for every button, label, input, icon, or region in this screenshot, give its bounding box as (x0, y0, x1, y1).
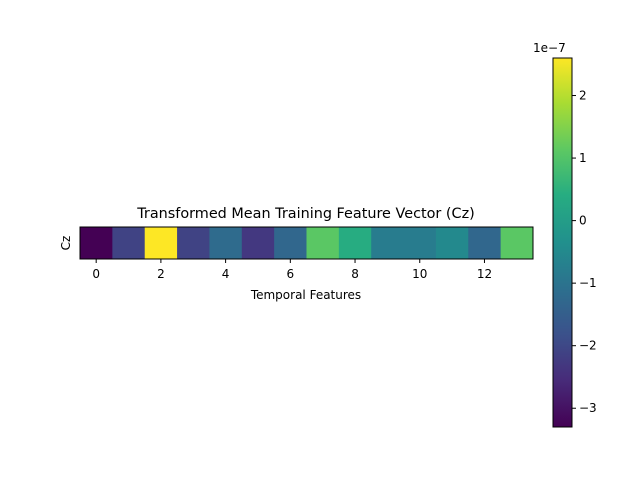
heatmap-cell (500, 227, 534, 259)
heatmap-cell (112, 227, 146, 259)
colorbar-tick-label: −1 (579, 276, 597, 290)
colorbar-frame (552, 57, 573, 428)
heatmap-cell (144, 227, 178, 259)
x-tick-label: 12 (477, 267, 492, 281)
colorbar: −3 −2 −1 0 1 2 1e−7 (533, 41, 597, 428)
colorbar-tick-label: −2 (579, 339, 597, 353)
x-tick-label: 2 (157, 267, 165, 281)
x-tick-label: 4 (222, 267, 230, 281)
chart-title: Transformed Mean Training Feature Vector… (136, 206, 475, 222)
heatmap-cell (371, 227, 405, 259)
colorbar-tick-label: 2 (579, 89, 587, 103)
heatmap-cell (338, 227, 372, 259)
heatmap-cell (403, 227, 437, 259)
y-axis-label: Cz (59, 236, 73, 251)
heatmap-cell (468, 227, 502, 259)
heatmap-cell (241, 227, 275, 259)
heatmap-cell (435, 227, 469, 259)
x-tick-label: 8 (351, 267, 359, 281)
heatmap-cell (80, 227, 113, 259)
x-tick-label: 0 (92, 267, 100, 281)
heatmap-cell (177, 227, 210, 259)
heatmap-cells (80, 227, 534, 259)
heatmap-frame (79, 226, 534, 260)
colorbar-ticks: −3 −2 −1 0 1 2 (572, 89, 597, 415)
x-tick-label: 6 (287, 267, 295, 281)
colorbar-exponent-label: 1e−7 (533, 41, 566, 55)
x-tick-label: 10 (412, 267, 427, 281)
x-axis-ticks: 0 2 4 6 8 10 12 (92, 259, 492, 281)
colorbar-gradient (553, 58, 572, 427)
colorbar-tick-label: −3 (579, 401, 597, 415)
heatmap-cell (209, 227, 243, 259)
colorbar-tick-label: 0 (579, 214, 587, 228)
colorbar-tick-label: 1 (579, 151, 587, 165)
heatmap-cell (306, 227, 340, 259)
heatmap-cell (274, 227, 307, 259)
x-axis-label: Temporal Features (250, 288, 361, 302)
